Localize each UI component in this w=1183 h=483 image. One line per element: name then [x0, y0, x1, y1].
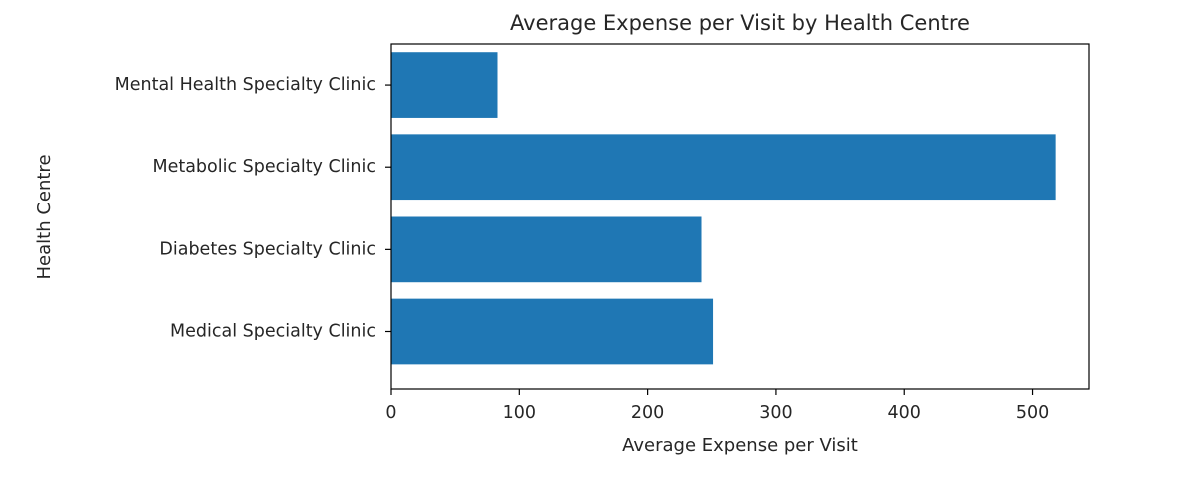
x-axis: 0 100 200 300 400 500	[385, 389, 1049, 423]
bar	[391, 134, 1056, 201]
x-tick-label: 100	[503, 403, 536, 423]
y-tick-label: Medical Specialty Clinic	[170, 322, 376, 342]
bar	[391, 298, 714, 365]
bars-group	[391, 52, 1056, 365]
x-tick-label: 200	[631, 403, 664, 423]
bar	[391, 52, 498, 118]
x-tick-label: 300	[759, 403, 792, 423]
x-tick-label: 0	[385, 403, 396, 423]
chart-title: Average Expense per Visit by Health Cent…	[510, 11, 970, 35]
x-axis-label: Average Expense per Visit	[622, 435, 858, 456]
x-tick-label: 400	[888, 403, 921, 423]
x-tick-label: 500	[1016, 403, 1049, 423]
y-axis: Medical Specialty Clinic Diabetes Special…	[115, 75, 391, 342]
y-tick-label: Metabolic Specialty Clinic	[152, 157, 376, 177]
y-tick-label: Mental Health Specialty Clinic	[115, 75, 376, 95]
y-axis-label: Health Centre	[34, 154, 55, 279]
y-tick-label: Diabetes Specialty Clinic	[159, 239, 376, 259]
bar	[391, 216, 702, 283]
plot-frame	[390, 43, 1090, 390]
